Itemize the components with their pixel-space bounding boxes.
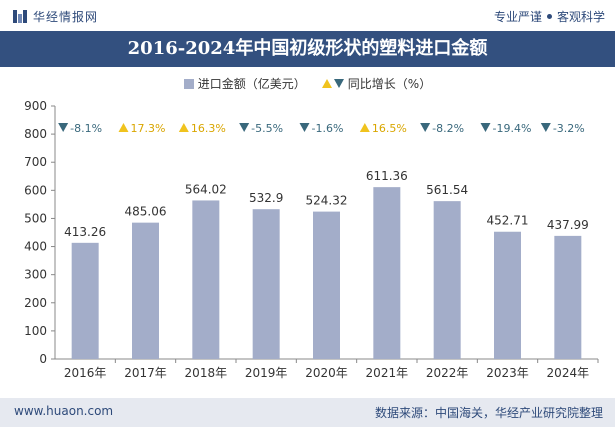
- bar: [132, 222, 159, 359]
- y-tick-label: 300: [24, 268, 47, 282]
- bar: [494, 231, 521, 359]
- tagline-right: 客观科学: [556, 10, 605, 24]
- growth-down-triangle: [239, 123, 250, 132]
- site-link[interactable]: www.huaon.com: [14, 404, 114, 418]
- data-label: 564.02: [185, 182, 227, 196]
- bar: [71, 242, 99, 359]
- growth-label: -8.1%: [70, 122, 102, 135]
- growth-label: -8.2%: [432, 122, 464, 135]
- x-tick-label: 2024年: [547, 366, 590, 380]
- logo-bars-icon: [13, 10, 27, 23]
- growth-label: -5.5%: [251, 122, 283, 135]
- x-tick-label: 2016年: [64, 366, 107, 380]
- growth-down-triangle: [299, 123, 310, 132]
- chart-legend: 进口金额（亿美元） 同比增长（%）: [0, 75, 615, 92]
- bar: [313, 211, 340, 359]
- x-tick-label: 2020年: [305, 366, 348, 380]
- y-tick-label: 900: [24, 99, 47, 113]
- title-bar: 2016-2024年中国初级形状的塑料进口金额: [0, 31, 615, 67]
- data-label: 452.71: [487, 214, 529, 228]
- top-bar: 华经情报网 专业严谨 客观科学: [0, 0, 615, 30]
- bar-chart: 0 100 200 300 400 500 600 700 800 900 413.26 2016年 -…: [24, 99, 599, 380]
- legend-item-growth: 同比增长（%）: [321, 75, 432, 92]
- x-tick-label: 2023年: [486, 366, 529, 380]
- brand-logo[interactable]: 华经情报网: [13, 8, 98, 25]
- bar: [554, 235, 582, 359]
- x-tick-label: 2018年: [185, 366, 228, 380]
- tagline: 专业严谨 客观科学: [494, 8, 605, 25]
- growth-up-triangle: [178, 123, 189, 132]
- tagline-left: 专业严谨: [493, 10, 542, 24]
- triangle-down-icon: [333, 79, 344, 88]
- dot-separator-icon: [546, 14, 552, 19]
- growth-up-triangle: [359, 123, 370, 132]
- footer-bar: www.huaon.com 数据来源：中国海关，华经产业研究院整理: [0, 398, 615, 427]
- growth-label: -1.6%: [312, 122, 344, 135]
- data-label: 611.36: [366, 169, 408, 183]
- y-tick-label: 400: [24, 240, 47, 254]
- bar-swatch-icon: [183, 78, 194, 89]
- y-tick-label: 600: [24, 183, 47, 197]
- data-label: 413.26: [64, 225, 106, 239]
- growth-down-triangle: [420, 123, 431, 132]
- y-tick-label: 500: [24, 211, 47, 225]
- growth-label: -3.2%: [553, 122, 585, 135]
- growth-label: -19.4%: [493, 122, 532, 135]
- bar: [252, 209, 280, 359]
- y-tick-label: 100: [24, 324, 47, 338]
- bar: [192, 200, 220, 359]
- data-label: 485.06: [125, 205, 167, 219]
- y-tick-label: 700: [24, 155, 47, 169]
- data-source: 数据来源：中国海关，华经产业研究院整理: [374, 406, 603, 420]
- brand-name: 华经情报网: [33, 10, 99, 24]
- y-tick-label: 800: [24, 127, 47, 141]
- x-tick-label: 2019年: [245, 366, 288, 380]
- growth-down-triangle: [540, 123, 551, 132]
- x-tick-label: 2022年: [426, 366, 469, 380]
- bar: [373, 187, 401, 359]
- growth-up-triangle: [118, 123, 129, 132]
- legend-label-growth: 同比增长（%）: [347, 77, 432, 91]
- data-label: 437.99: [547, 218, 589, 232]
- x-tick-label: 2021年: [366, 366, 409, 380]
- growth-label: 16.5%: [372, 122, 407, 135]
- growth-label: 16.3%: [191, 122, 226, 135]
- y-tick-label: 200: [24, 296, 47, 310]
- legend-label-amount: 进口金额（亿美元）: [197, 77, 306, 91]
- data-label: 561.54: [426, 183, 468, 197]
- legend-item-amount: 进口金额（亿美元）: [183, 75, 306, 92]
- chart-title: 2016-2024年中国初级形状的塑料进口金额: [127, 38, 488, 59]
- data-label: 524.32: [306, 194, 348, 208]
- x-tick-label: 2017年: [124, 366, 167, 380]
- data-label: 532.9: [249, 191, 283, 205]
- triangle-up-icon: [321, 79, 332, 88]
- bar: [433, 201, 461, 359]
- growth-down-triangle: [480, 123, 491, 132]
- growth-label: 17.3%: [131, 122, 166, 135]
- growth-down-triangle: [58, 123, 69, 132]
- y-tick-label: 0: [39, 352, 47, 366]
